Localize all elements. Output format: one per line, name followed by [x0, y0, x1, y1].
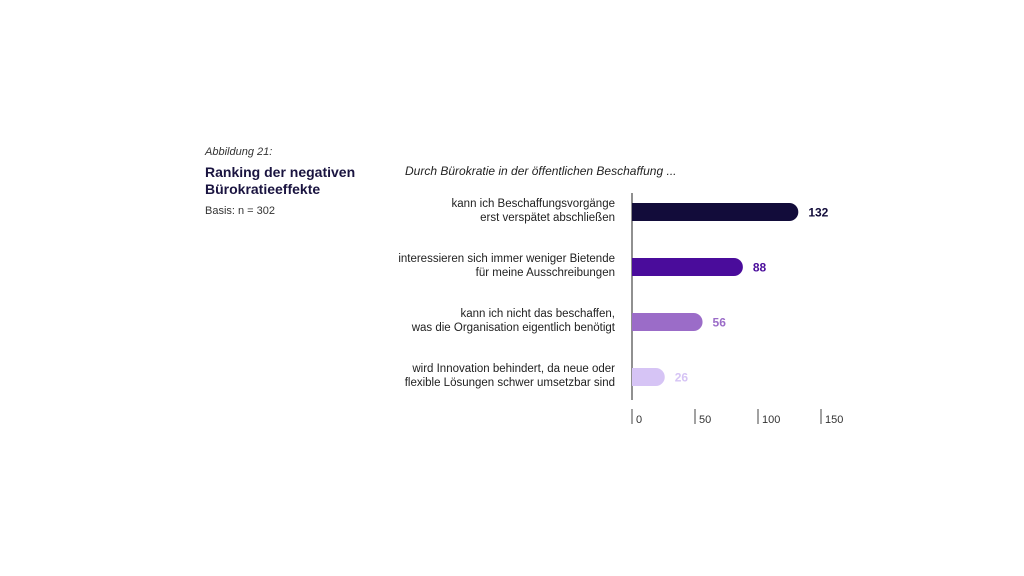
bar-value-label: 132: [808, 206, 828, 220]
bar-value-label: 26: [675, 371, 689, 385]
category-label: interessieren sich immer weniger Bietend…: [385, 252, 615, 280]
category-label-line: kann ich Beschaffungsvorgänge: [451, 198, 615, 210]
bar: [632, 258, 743, 276]
category-label: kann ich nicht das beschaffen, was die Or…: [385, 307, 615, 335]
bar: [632, 203, 799, 221]
bar-base: [632, 203, 641, 221]
category-label-line: was die Organisation eigentlich benötigt: [411, 322, 615, 334]
category-label: wird Innovation behindert, da neue oder f…: [385, 362, 615, 390]
bar-base: [632, 313, 641, 331]
x-tick-label: 0: [636, 414, 642, 426]
figure-basis: Basis: n = 302: [205, 205, 276, 217]
bar: [632, 313, 703, 331]
x-tick-label: 50: [699, 414, 711, 426]
bar-value-label: 88: [753, 261, 767, 275]
category-label-line: für meine Ausschreibungen: [475, 267, 615, 279]
x-tick-label: 150: [825, 414, 843, 426]
x-tick-label: 100: [762, 414, 780, 426]
category-label-line: flexible Lösungen schwer umsetzbar sind: [404, 377, 615, 389]
category-label: kann ich Beschaffungsvorgänge erst verspä…: [385, 197, 615, 225]
figure-header: Abbildung 21: Ranking der negativen Büro…: [205, 146, 395, 217]
bar-base: [632, 258, 641, 276]
bar-base: [632, 368, 641, 386]
figure-label: Abbildung 21:: [205, 146, 273, 158]
category-label-line: erst verspätet abschließen: [480, 212, 615, 224]
category-label-line: wird Innovation behindert, da neue oder: [412, 363, 615, 375]
figure-title: Ranking der negativen Bürokratieeffekte: [205, 164, 356, 197]
chart-subtitle: Durch Bürokratie in der öffentlichen Bes…: [405, 164, 677, 178]
category-label-line: interessieren sich immer weniger Bietend…: [398, 253, 615, 265]
category-label-line: kann ich nicht das beschaffen,: [460, 308, 615, 320]
bar-value-label: 56: [713, 316, 727, 330]
